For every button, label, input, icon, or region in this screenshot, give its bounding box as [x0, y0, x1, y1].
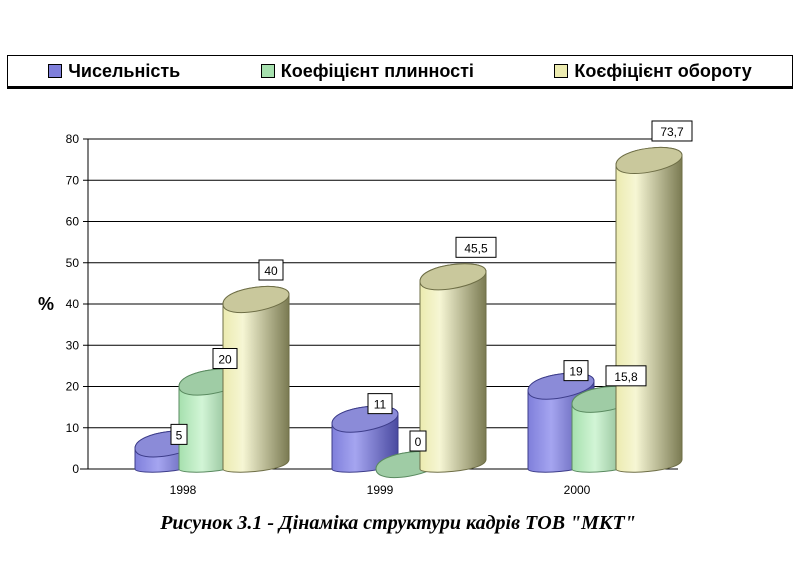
data-label: 11 — [374, 398, 387, 412]
legend-label-chyselnist: Чисельність — [68, 60, 181, 81]
bar-2-2000 — [615, 146, 683, 473]
data-label-box — [563, 360, 589, 382]
data-label: 5 — [176, 428, 183, 442]
bar-cap — [419, 263, 487, 291]
y-tick-label: 50 — [66, 256, 80, 270]
bar-chart: 0 10 20 30 40 50 60 70 80 1998 1999 2000 5 20 40 11 0 45… — [38, 120, 693, 497]
y-tick-label: 30 — [66, 338, 80, 352]
data-label: 19 — [569, 365, 583, 379]
y-tick-label: 10 — [66, 421, 80, 435]
bar-body — [222, 285, 290, 473]
y-tick-label: 0 — [72, 462, 79, 476]
legend-label-oborot: Коєфіцієнт обороту — [574, 60, 752, 81]
legend-item-chyselnist: Чисельність — [48, 61, 180, 82]
bar-cap — [222, 285, 290, 313]
data-label: 20 — [218, 353, 232, 367]
data-label: 15,8 — [614, 370, 638, 384]
legend-swatch-oborot — [554, 64, 569, 78]
legend-label-plynnist: Коефіцієнт плинності — [280, 60, 474, 81]
legend-swatch-chyselnist — [48, 64, 63, 78]
x-tick-label: 1998 — [170, 483, 197, 497]
legend-item-plynnist: Коефіцієнт плинності — [260, 60, 474, 82]
y-tick-label: 70 — [66, 173, 80, 187]
y-tick-label: 20 — [66, 380, 80, 394]
data-labels: 5 20 40 11 0 45,5 19 15,8 73,7 — [170, 120, 693, 452]
bar-2-1998 — [222, 285, 290, 473]
data-label-box — [170, 423, 188, 445]
bar-body — [419, 263, 487, 473]
data-label: 40 — [264, 264, 278, 278]
bar-2-1999 — [419, 263, 487, 473]
bar-cap — [615, 146, 683, 174]
data-label-box — [409, 430, 427, 452]
data-label-box — [605, 365, 647, 387]
y-axis-label: % — [38, 294, 54, 314]
legend-swatch-plynnist — [260, 64, 275, 78]
data-label: 73,7 — [660, 125, 684, 139]
data-label-box — [367, 393, 393, 415]
x-tick-label: 2000 — [564, 483, 591, 497]
figure-caption: Рисунок 3.1 - Дінаміка структури кадрів … — [160, 512, 636, 534]
legend-item-oborot: Коєфіцієнт обороту — [554, 60, 752, 82]
chart-legend: Чисельність Коефіцієнт плинності Коєфіці… — [7, 55, 793, 89]
data-label-box — [212, 348, 238, 369]
y-tick-label: 80 — [66, 132, 80, 146]
bar-body — [615, 146, 683, 473]
y-tick-label: 60 — [66, 215, 80, 229]
y-tick-label: 40 — [66, 297, 80, 311]
x-tick-label: 1999 — [367, 483, 394, 497]
data-label-box — [258, 259, 284, 281]
data-label-box — [651, 120, 693, 142]
bars — [134, 146, 683, 478]
data-label-box — [455, 236, 497, 258]
data-label: 45,5 — [464, 241, 488, 255]
data-label: 0 — [415, 435, 422, 449]
